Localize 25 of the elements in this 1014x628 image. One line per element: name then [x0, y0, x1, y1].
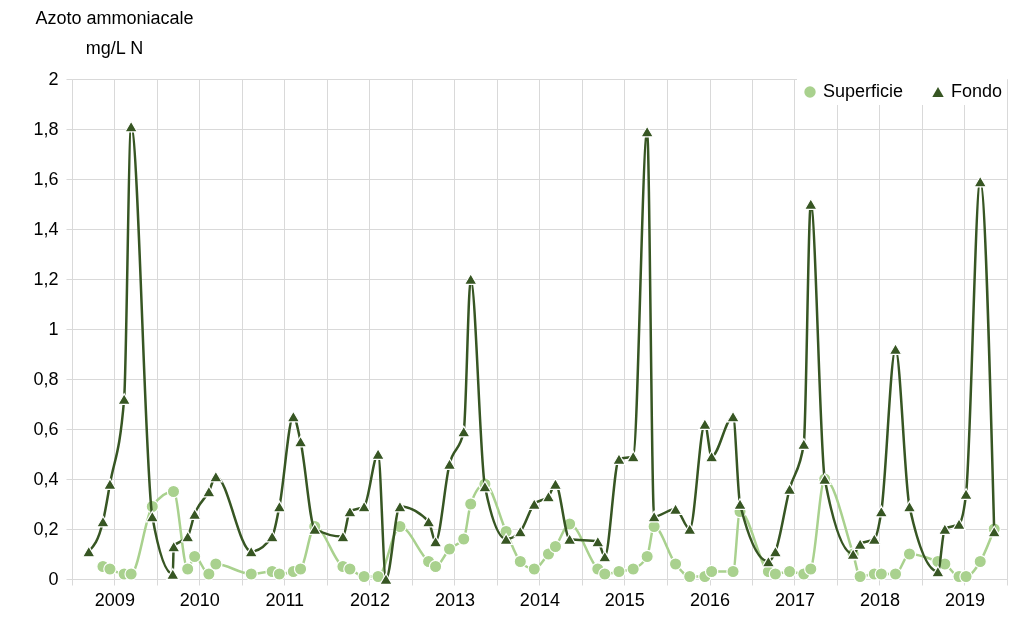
x-tick-label: 2009 [94, 589, 135, 610]
x-tick-label: 2012 [349, 589, 390, 610]
x-tick-label: 2010 [179, 589, 220, 610]
x-tick-label: 2013 [434, 589, 475, 610]
y-tick-label: 1,4 [33, 218, 59, 239]
y-tick-label: 2 [48, 68, 59, 89]
y-tick-label: 0,2 [33, 518, 59, 539]
y-axis-title: Azoto ammoniacale mg/L N [35, 7, 194, 58]
x-tick-label: 2017 [774, 589, 816, 610]
y-tick-label: 0,6 [33, 418, 59, 439]
y-tick-label: 1,8 [33, 118, 59, 139]
x-tick-label: 2019 [944, 589, 985, 610]
x-tick-label: 2011 [265, 589, 305, 610]
x-tick-label: 2015 [604, 589, 645, 610]
y-tick-label: 1 [48, 318, 59, 339]
legend-label: Superficie [823, 81, 904, 101]
legend-label: Fondo [951, 81, 1003, 101]
x-tick-label: 2018 [859, 589, 900, 610]
y-tick-label: 0,4 [33, 468, 59, 489]
y-tick-label: 1,6 [33, 168, 59, 189]
y-tick-label: 0,8 [33, 368, 59, 389]
y-tick-label: 0 [48, 568, 59, 589]
y-tick-label: 1,2 [33, 268, 59, 289]
x-tick-label: 2014 [519, 589, 560, 610]
x-tick-label: 2016 [690, 589, 731, 610]
